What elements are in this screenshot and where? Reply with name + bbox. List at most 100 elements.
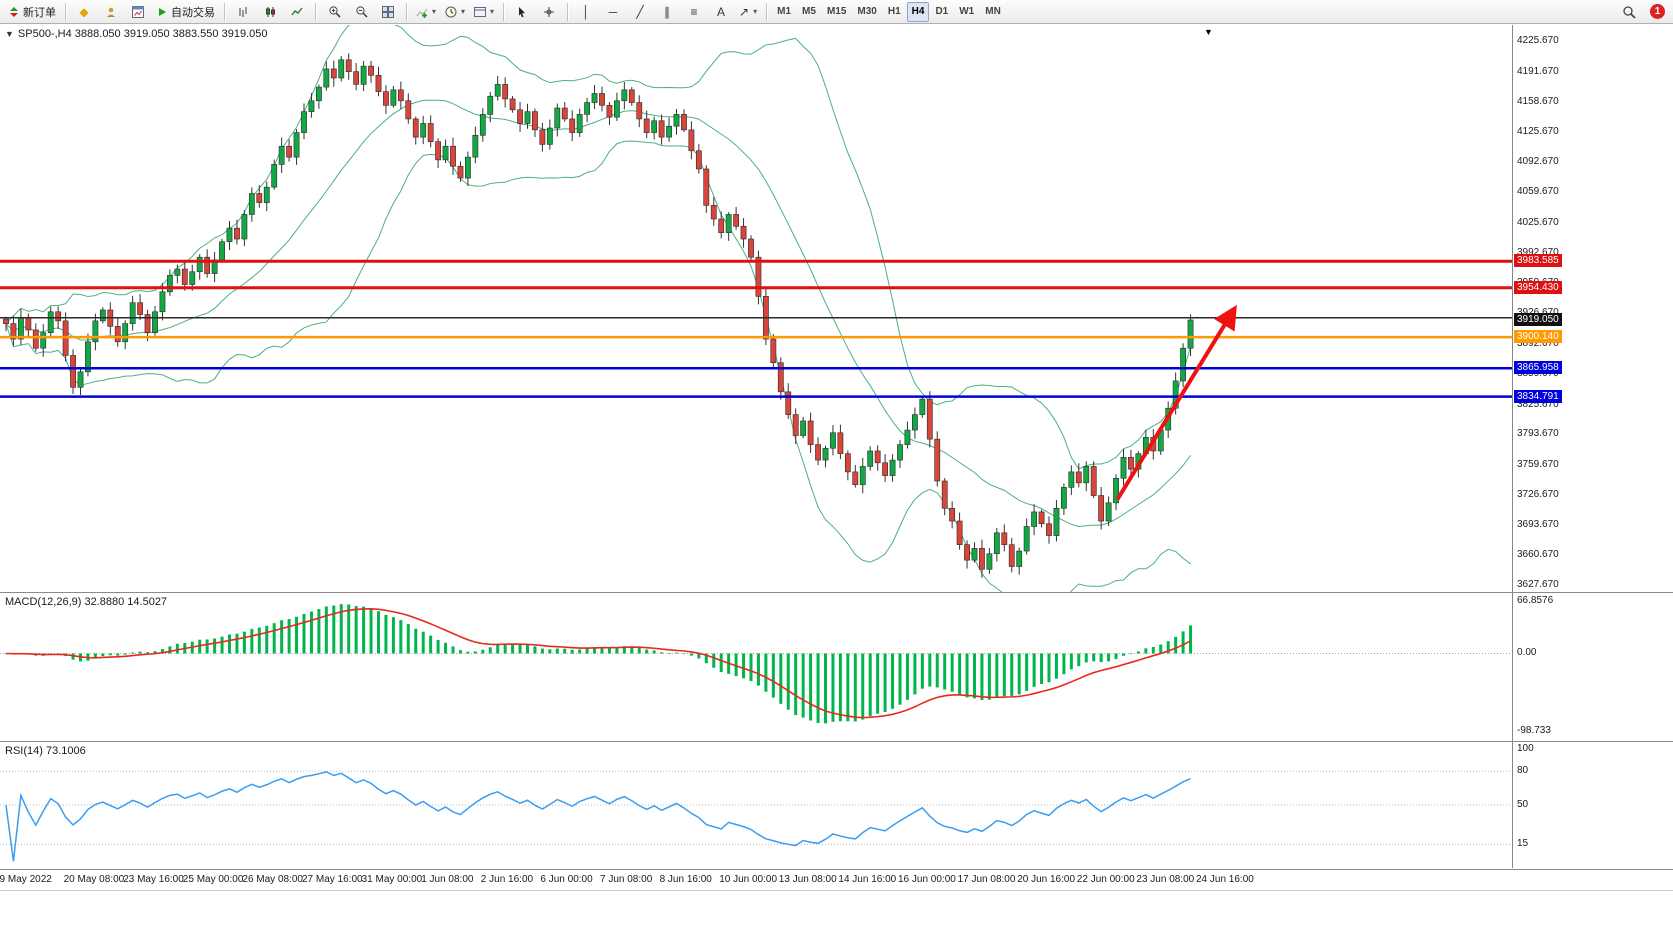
price-badge: 3983.585 <box>1514 254 1562 268</box>
date-label: 27 May 16:00 <box>302 874 363 885</box>
price-badge: 3865.958 <box>1514 361 1562 375</box>
rsi-label: RSI(14) 73.1006 <box>5 745 86 757</box>
fibonacci-button[interactable]: ≡ <box>681 1 707 23</box>
price-axis-label: 3992.670 <box>1517 246 1559 258</box>
timeframe-m1-button[interactable]: M1 <box>777 6 792 17</box>
zoom-in-button[interactable] <box>321 1 347 23</box>
date-label: 20 Jun 16:00 <box>1017 874 1076 885</box>
timeframe-m30-button[interactable]: M30 <box>857 6 877 17</box>
bar-chart-button[interactable] <box>230 1 256 23</box>
periods-button[interactable]: ▾ <box>441 1 469 23</box>
main-chart-panel[interactable]: ▼ SP500-,H4 3888.050 3919.050 3883.550 3… <box>0 25 1512 592</box>
timeframe-m15-button[interactable]: M15 <box>826 6 847 17</box>
equidistant-channel-button[interactable]: ∥ <box>654 1 680 23</box>
arrow-objects-button[interactable]: ↗ ▾ <box>735 1 761 23</box>
timeframe-mn-button[interactable]: MN <box>985 6 1001 17</box>
toolbar-separator <box>766 2 768 21</box>
toolbar-right: 1 <box>1616 1 1669 23</box>
price-axis-label: 4025.670 <box>1517 216 1559 228</box>
notification-badge[interactable]: 1 <box>1650 4 1665 19</box>
toolbar-separator <box>503 2 505 21</box>
date-label: 19 May 2022 <box>0 874 52 885</box>
macd-label: MACD(12,26,9) 32.8880 14.5027 <box>5 596 168 608</box>
chart-shift-icon[interactable]: ▼ <box>1204 27 1213 37</box>
rsi-panel[interactable]: RSI(14) 73.1006 <box>0 742 1512 868</box>
price-axis-label: 3726.670 <box>1517 488 1559 500</box>
indicators-button[interactable]: ▾ <box>412 1 440 23</box>
new-order-button[interactable]: 新订单 <box>4 1 60 23</box>
vertical-line-button[interactable]: │ <box>573 1 599 23</box>
date-label: 1 Jun 08:00 <box>421 874 474 885</box>
auto-trading-button-label: 自动交易 <box>171 6 215 19</box>
rsi-axis-label: 100 <box>1517 742 1534 754</box>
indicator-plus-icon <box>416 6 428 18</box>
chevron-down-icon: ▾ <box>490 7 495 16</box>
clock-icon <box>445 6 457 18</box>
price-axis-label: 3926.670 <box>1517 307 1559 318</box>
zoom-out-icon <box>355 5 368 18</box>
candlestick-chart-button[interactable] <box>257 1 283 23</box>
chevron-down-icon: ▾ <box>753 7 758 16</box>
trendline-button[interactable]: ╱ <box>627 1 653 23</box>
chart-menu-icon[interactable]: ▼ <box>5 29 14 39</box>
date-label: 6 Jun 00:00 <box>540 874 593 885</box>
panel-separator <box>0 741 1673 742</box>
search-button[interactable] <box>1616 1 1642 23</box>
timeframe-h1-button[interactable]: H1 <box>887 6 901 17</box>
macd-chart[interactable] <box>0 593 1512 741</box>
chart-window-button[interactable] <box>125 1 151 23</box>
chart-window-icon <box>132 5 144 18</box>
crosshair-button[interactable] <box>536 1 562 23</box>
price-badge: 3954.430 <box>1514 280 1562 294</box>
line-chart-button[interactable] <box>284 1 310 23</box>
date-label: 14 Jun 16:00 <box>838 874 897 885</box>
horizontal-line-button[interactable]: ─ <box>600 1 626 23</box>
zoom-out-button[interactable] <box>348 1 374 23</box>
toolbar-separator <box>567 2 569 21</box>
text-label-button[interactable]: A <box>708 1 734 23</box>
auto-trading-button[interactable]: 自动交易 <box>152 1 219 23</box>
new-order-icon <box>8 6 20 18</box>
date-label: 22 Jun 00:00 <box>1076 874 1135 885</box>
price-axis-label: 3627.670 <box>1517 579 1559 590</box>
price-badge: 3900.140 <box>1514 330 1562 344</box>
macd-axis-label: 0.00 <box>1517 647 1537 659</box>
candlestick-chart[interactable] <box>0 25 1512 592</box>
timeframe-h4-button[interactable]: H4 <box>906 1 930 22</box>
panel-separator <box>0 869 1673 870</box>
price-badge: 3919.050 <box>1514 312 1562 326</box>
play-icon <box>156 6 168 18</box>
date-label: 26 May 08:00 <box>242 874 303 885</box>
chart-header: ▼ SP500-,H4 3888.050 3919.050 3883.550 3… <box>5 28 267 40</box>
price-axis-label: 4158.670 <box>1517 95 1559 107</box>
timeframe-d1-button[interactable]: D1 <box>935 6 949 17</box>
equidistant-channel-icon: ∥ <box>664 4 671 19</box>
macd-axis-label: -98.733 <box>1517 725 1551 736</box>
date-label: 8 Jun 16:00 <box>659 874 712 885</box>
vertical-line-icon: │ <box>582 4 590 19</box>
rsi-axis-label: 15 <box>1517 838 1529 850</box>
timeframe-m5-button[interactable]: M5 <box>802 6 816 17</box>
rsi-chart[interactable] <box>0 742 1512 868</box>
macd-panel[interactable]: MACD(12,26,9) 32.8880 14.5027 <box>0 593 1512 741</box>
toolbar-separator <box>406 2 407 21</box>
date-label: 10 Jun 00:00 <box>719 874 778 885</box>
tile-windows-button[interactable] <box>375 1 401 23</box>
timeframe-w1-button[interactable]: W1 <box>959 6 975 17</box>
toolbar-left: 新订单 ◆ 自动交易 ▾ ▾ ▾ │ ─ ╱ ∥ ≡ A ↗ ▾ M1 M5 M15 M30 H1 H4 D1 W1 MN <box>4 1 1006 23</box>
macd-axis[interactable]: 66.8576 0.00 -98.733 <box>1512 593 1673 741</box>
templates-button[interactable]: ▾ <box>470 1 498 23</box>
cursor-icon <box>516 6 528 18</box>
date-label: 2 Jun 16:00 <box>480 874 534 885</box>
date-label: 23 May 16:00 <box>123 874 184 885</box>
zoom-in-icon <box>328 5 341 18</box>
rsi-axis[interactable]: 100 80 50 15 <box>1512 742 1673 868</box>
cursor-button[interactable] <box>509 1 535 23</box>
text-label-icon: A <box>717 4 726 19</box>
macd-axis-label: 66.8576 <box>1517 595 1554 606</box>
price-axis[interactable]: 4225.670 4191.670 4158.670 4125.670 4092.670… <box>1512 25 1673 592</box>
favorites-button[interactable]: ◆ <box>71 1 97 23</box>
profiles-button[interactable] <box>98 1 124 23</box>
candles-icon <box>264 6 276 18</box>
